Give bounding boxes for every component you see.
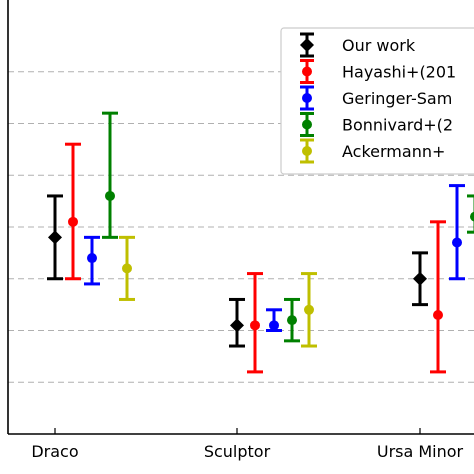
circle-marker	[470, 211, 474, 222]
circle-marker	[302, 93, 312, 103]
errorbar-point	[229, 297, 245, 348]
circle-marker	[302, 146, 312, 156]
circle-marker	[105, 190, 115, 201]
x-axis-ticks: Draco Sculptor Ursa Minor	[31, 428, 464, 461]
errorbar-point	[449, 184, 465, 281]
series-marks	[47, 111, 474, 374]
errorbar-point	[266, 308, 282, 332]
legend-label: Geringer-Sam	[342, 89, 452, 108]
gridlines	[8, 71, 474, 383]
diamond-marker	[300, 38, 314, 52]
legend-entry: Ackermann+	[300, 138, 445, 164]
x-tick-label: Sculptor	[204, 442, 271, 461]
legend-label: Hayashi+(201	[342, 63, 456, 82]
circle-marker	[452, 237, 462, 248]
errorbar-point	[65, 142, 81, 281]
errorbar-point	[430, 220, 446, 374]
legend-entry: Bonnivard+(2	[300, 112, 453, 137]
diamond-marker	[230, 318, 244, 333]
errorbar-point	[247, 272, 263, 374]
legend-label: Ackermann+	[342, 142, 445, 161]
legend-entry: Our work	[300, 32, 416, 58]
errorbar-point	[412, 251, 428, 307]
legend-entry: Hayashi+(201	[300, 59, 456, 84]
circle-marker	[250, 320, 260, 331]
errorbar-point	[467, 194, 474, 234]
circle-marker	[302, 66, 312, 77]
axes	[7, 0, 474, 435]
circle-marker	[287, 315, 297, 326]
circle-marker	[433, 309, 443, 320]
errorbar-point	[84, 235, 100, 286]
errorbar-point	[47, 194, 63, 281]
errorbar-point	[119, 235, 135, 301]
legend-label: Our work	[342, 36, 416, 55]
circle-marker	[302, 119, 312, 130]
errorbar-point	[102, 111, 118, 239]
circle-marker	[122, 263, 132, 274]
circle-marker	[269, 320, 279, 331]
circle-marker	[304, 304, 314, 315]
circle-marker	[68, 216, 78, 227]
legend: Our work Hayashi+(201 Geringer-Sam Bonnivar…	[280, 27, 474, 175]
errorbar-point	[284, 297, 300, 343]
diamond-marker	[413, 271, 427, 286]
legend-label: Bonnivard+(2	[342, 116, 453, 135]
diamond-marker	[48, 230, 62, 245]
x-tick-label: Draco	[31, 442, 78, 461]
errorbar-point	[301, 272, 317, 348]
x-tick-label: Ursa Minor	[377, 442, 464, 461]
legend-entry: Geringer-Sam	[300, 85, 452, 111]
circle-marker	[87, 253, 97, 264]
legend-box	[280, 27, 474, 175]
